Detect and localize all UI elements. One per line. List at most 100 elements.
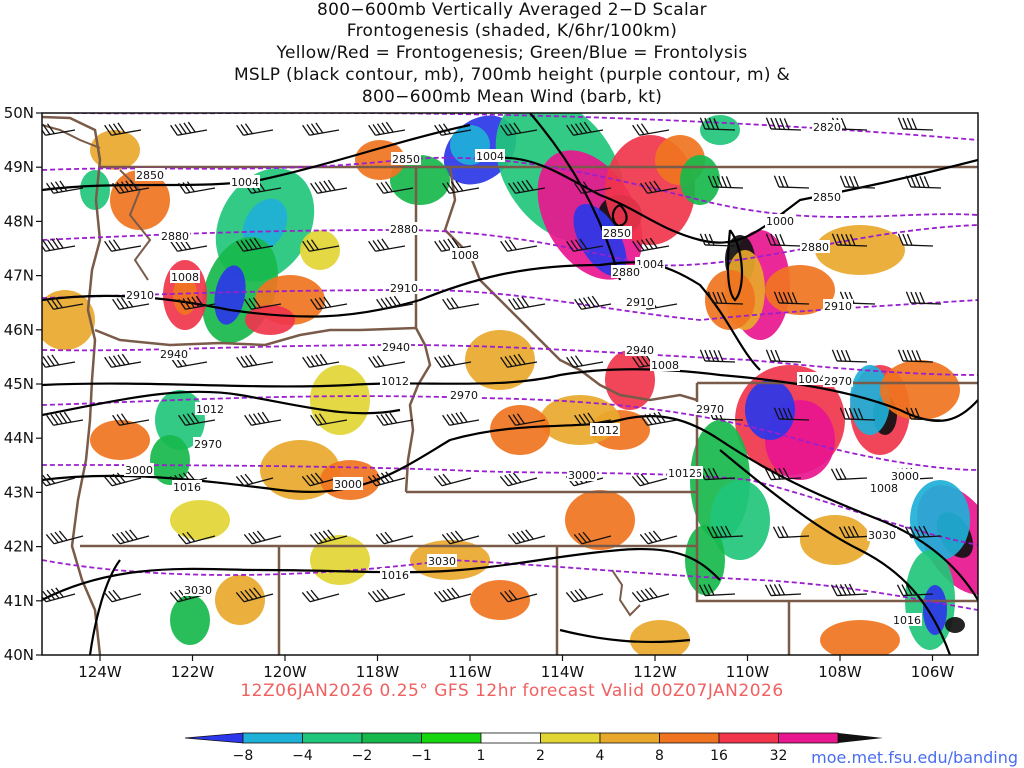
- wind-barb: [706, 525, 744, 539]
- shading-region: [150, 435, 190, 485]
- colorbar-label: −1: [411, 748, 432, 764]
- colorbar-segment: [242, 732, 303, 744]
- 700mb-height-contours: [42, 113, 978, 611]
- wind-barb: [566, 238, 604, 252]
- wind-barb: [773, 407, 810, 421]
- wind-barb: [42, 237, 76, 252]
- height-label: 2880: [801, 241, 829, 254]
- wind-barb: [897, 349, 934, 363]
- wind-barb: [905, 407, 942, 421]
- height-label: 2970: [450, 389, 478, 402]
- wind-barb: [573, 531, 612, 545]
- wind-barb: [243, 530, 282, 545]
- height-contour: [42, 224, 978, 267]
- height-label: 2970: [194, 438, 222, 451]
- mslp-label-bg: [450, 248, 480, 261]
- shading-region: [215, 575, 265, 625]
- height-label-bg: [124, 463, 154, 476]
- colorbar-segment: [302, 732, 363, 744]
- lat-label: 40N: [4, 646, 34, 664]
- mslp-label-bg: [892, 613, 922, 626]
- colorbar-segment: [421, 732, 482, 744]
- height-label: 3030: [184, 584, 212, 597]
- wind-barb: [302, 353, 340, 368]
- shading-region: [155, 390, 205, 450]
- colorbar-label: 2: [536, 748, 545, 764]
- lon-label: 122W: [171, 663, 215, 681]
- wind-barb: [773, 291, 810, 305]
- shading-region: [565, 490, 635, 550]
- wind-barb: [905, 175, 942, 189]
- wind-barb: [500, 353, 538, 368]
- wind-barb: [45, 530, 84, 545]
- height-label-bg: [625, 295, 655, 308]
- wind-barb: [310, 413, 348, 426]
- height-contour: [42, 464, 978, 546]
- wind-barb: [574, 412, 612, 426]
- wind-barb: [236, 237, 274, 252]
- wind-barb: [896, 584, 934, 597]
- wind-barb: [302, 122, 340, 136]
- height-label: 2910: [390, 282, 418, 295]
- axes: 50N 49N 48N 47N 46N 45N 44N 43N 42N 41N 40N 124W 122…: [4, 104, 955, 681]
- title-line-2: Frontogenesis (shaded, K/6hr/100km): [346, 21, 678, 41]
- mslp-label: 1000: [766, 215, 794, 228]
- wind-barb: [235, 587, 274, 603]
- mslp-label-bg: [172, 480, 202, 493]
- wind-barb: [830, 468, 868, 481]
- lat-label: 50N: [4, 104, 34, 122]
- colorbar-label: −8: [233, 748, 254, 764]
- height-label: 2910: [626, 296, 654, 309]
- wind-barb: [104, 353, 142, 368]
- mslp-contour: [42, 548, 721, 601]
- height-label: 3000: [891, 470, 919, 483]
- height-contour: [42, 559, 978, 611]
- mslp-label: 1008: [870, 482, 898, 495]
- wind-barb: [508, 179, 546, 194]
- colorbar-label: −2: [352, 748, 373, 764]
- mslp-label-bg: [590, 423, 620, 436]
- lat-label: 41N: [4, 592, 34, 610]
- wind-barb: [46, 297, 84, 310]
- shading-region: [880, 360, 960, 420]
- wind-barb: [103, 589, 142, 603]
- wind-barb: [178, 412, 216, 426]
- wind-barb: [301, 589, 340, 603]
- wind-barb: [433, 473, 472, 487]
- mslp-label: 1004: [636, 258, 664, 271]
- lon-label: 112W: [633, 663, 677, 681]
- mslp-contour: [88, 559, 121, 655]
- height-label: 3000: [334, 478, 362, 491]
- credit-link[interactable]: moe.met.fsu.edu/banding: [811, 748, 1018, 767]
- wind-barb: [640, 180, 678, 194]
- height-label-bg: [389, 222, 419, 235]
- mslp-contour: [559, 628, 691, 644]
- mslp-label: 1016: [173, 481, 201, 494]
- lon-label: 118W: [356, 663, 400, 681]
- wind-barb: [46, 411, 84, 426]
- colorbar-segment: [599, 732, 660, 744]
- height-label: 2910: [126, 289, 154, 302]
- wind-barb: [499, 589, 538, 603]
- height-label-bg: [611, 265, 641, 278]
- wind-barb: [640, 411, 678, 426]
- mslp-contour: [719, 449, 952, 655]
- mslp-label-bg: [650, 358, 680, 371]
- wind-barb: [631, 473, 670, 487]
- mslp-contour: [42, 368, 978, 422]
- wind-barb: [301, 472, 340, 487]
- height-contour: [42, 344, 978, 376]
- mslp-label: 1004: [798, 373, 826, 386]
- wind-barb: [111, 529, 150, 545]
- state-borders: [42, 115, 978, 655]
- wind-barb: [434, 123, 472, 136]
- wind-barb: [707, 175, 744, 189]
- mslp-label-bg: [475, 149, 505, 162]
- height-label-bg: [381, 340, 411, 353]
- wind-barb: [897, 233, 934, 247]
- height-label: 2850: [603, 227, 631, 240]
- wind-barb: [244, 297, 282, 310]
- wind-barb: [699, 233, 736, 247]
- wind-barb: [565, 588, 604, 603]
- wind-barb: [103, 472, 142, 487]
